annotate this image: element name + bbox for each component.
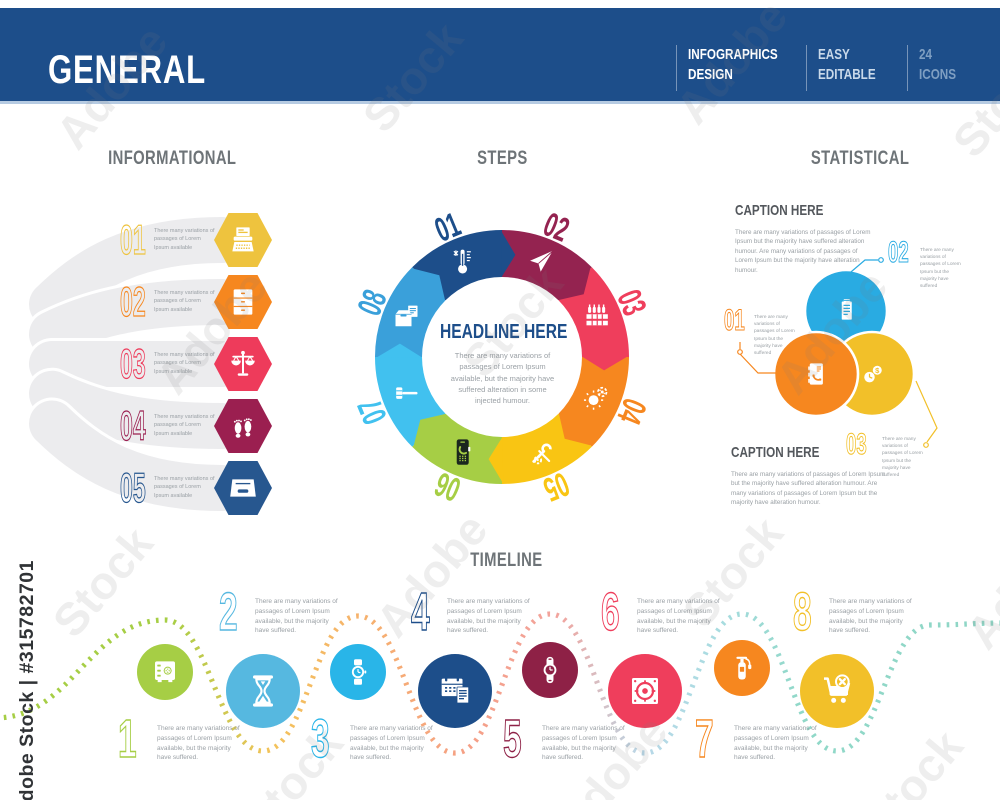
timeline-item-number: 5 [503,709,522,769]
caption-body: There are many variations of passages of… [731,471,886,507]
stat-marker-number: 03 [846,428,867,461]
timeline-item-text: There are many variations of passages of… [734,725,817,762]
meta-line: INFOGRAPHICS [688,46,778,63]
stat-marker-text: There are many variations of passages of… [920,248,961,289]
typewriter-icon [231,226,255,253]
timeline-item-text: There are many variations of passages of… [255,598,338,635]
header-meta-infographics: INFOGRAPHICS DESIGN [676,45,803,91]
timeline-item-text: There are many variations of passages of… [350,725,433,762]
safe-icon [154,660,176,683]
timeline-item-number: 6 [601,582,620,642]
info-item-text: There many variations of passages of Lor… [154,290,215,313]
timeline-item-circle [522,642,578,698]
timeline-item-circle [418,654,492,728]
info-item-number: 04 [120,402,146,449]
step-segment-02 [502,230,592,302]
meta-line: 24 [919,46,933,63]
statistical-title: STATISTICAL [810,148,910,169]
meta-line: DESIGN [688,65,733,83]
informational-bands [26,214,248,514]
info-item-text: There many variations of passages of Lor… [154,476,215,499]
caption-title: CAPTION HERE [735,202,824,219]
caption-body: There are many variations of passages of… [735,229,871,274]
timeline-item-number: 1 [118,709,137,769]
archive-icon [230,479,256,497]
info-item-number: 05 [120,464,146,511]
steps-title: STEPS [476,148,528,169]
timeline-item-number: 7 [695,709,714,769]
cabinet-icon [233,289,253,315]
header-meta-icons: 24 ICONS [907,45,967,91]
info-item-number: 03 [120,340,146,387]
info-item-number: 01 [120,216,146,263]
timeline-item-number: 2 [219,582,238,642]
timeline-item-number: 3 [311,709,330,769]
timeline-item-circle [714,640,770,696]
steps-donut [375,230,629,484]
informational-title: INFORMATIONAL [107,148,237,169]
timeline-item-circle [330,644,386,700]
phone-icon [455,438,472,466]
meta-line: ICONS [919,65,957,83]
timeline-item-text: There are many variations of passages of… [542,725,625,762]
phonebook-icon [807,362,824,386]
timeline-item-number: 8 [793,582,812,642]
timeline-item-text: There are many variations of passages of… [447,598,530,635]
header-bar: GENERAL INFOGRAPHICS DESIGN EASY EDITABL… [0,8,1000,104]
timeline-item-text: There are many variations of passages of… [157,725,240,762]
timeline-item-text: There are many variations of passages of… [637,598,720,635]
extinguisher-icon [736,656,753,681]
page-title: GENERAL [48,48,207,92]
timeline-item-circle [608,654,682,728]
timeline-title: TIMELINE [469,550,543,571]
timeline-item-number: 4 [411,582,430,642]
stat-marker-text: There are many variations of passages of… [754,315,795,356]
stat-marker-number: 01 [724,304,745,337]
timeline-item-circle [800,654,874,728]
stat-marker-text: There are many variations of passages of… [882,437,923,478]
caption-title: CAPTION HERE [731,444,820,461]
info-item-text: There many variations of passages of Lor… [154,352,215,375]
cart-x-icon [822,674,851,705]
hourglass-icon [251,674,275,708]
timeline-item-circle [137,644,193,700]
receipt-icon [841,299,852,320]
statistical-venn [737,257,938,448]
wristwatch-icon [351,658,367,686]
calendar-doc-icon [440,674,470,704]
timeline-item-text: There are many variations of passages of… [829,598,912,635]
info-item-number: 02 [120,278,146,325]
meta-line: EDITABLE [818,65,876,83]
wall-safe-icon [630,676,660,706]
stat-marker-number: 02 [888,236,909,269]
info-item-text: There many variations of passages of Lor… [154,414,215,437]
steps-description: There are many variations of passages of… [450,351,555,405]
steps-headline: HEADLINE HERE [439,321,568,343]
info-item-text: There many variations of passages of Lor… [154,228,215,251]
timeline-item-circle [226,654,300,728]
footprints-icon [233,418,252,438]
watch-icon [542,656,558,684]
scales-icon [230,350,256,377]
header-meta-editable: EASY EDITABLE [806,45,892,91]
meta-line: EASY [818,46,850,63]
